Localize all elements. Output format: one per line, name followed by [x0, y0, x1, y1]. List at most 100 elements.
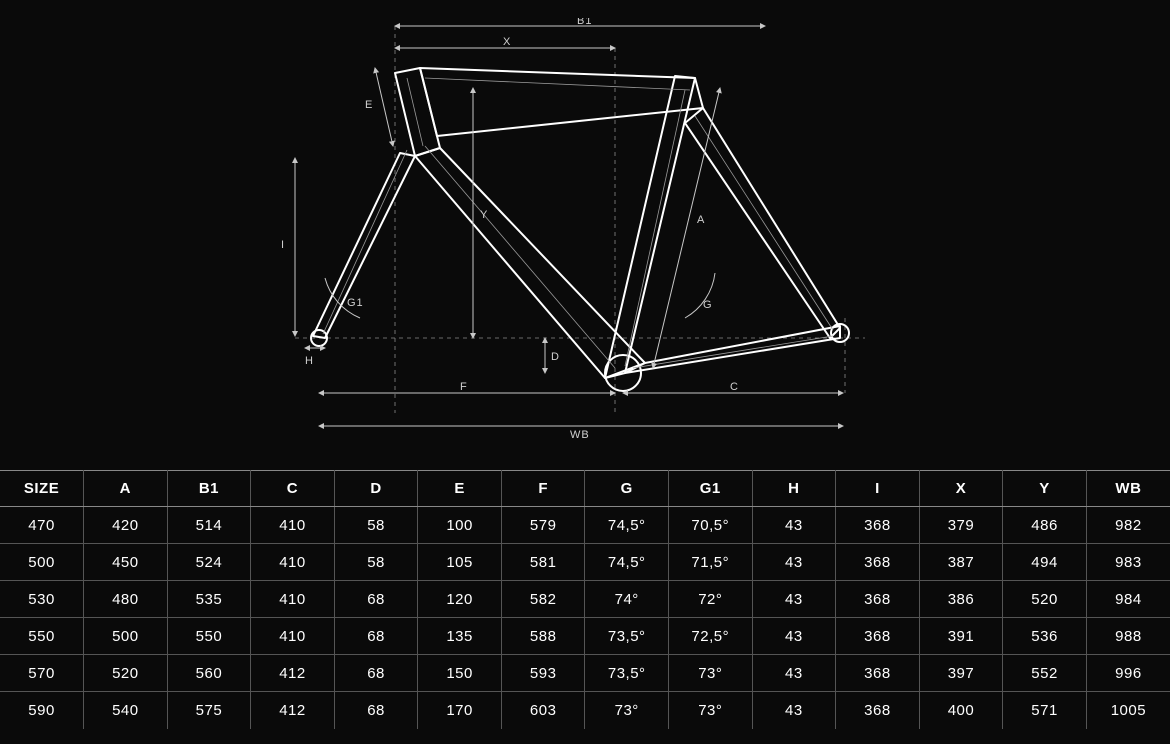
table-cell: 530 — [0, 581, 84, 618]
table-cell: 560 — [167, 655, 251, 692]
table-header-cell: B1 — [167, 471, 251, 507]
table-body: 4704205144105810057974,5°70,5°4336837948… — [0, 507, 1170, 729]
table-cell: 170 — [418, 692, 502, 729]
table-cell: 514 — [167, 507, 251, 544]
dim-label-d: D — [551, 351, 560, 363]
table-header-cell: Y — [1003, 471, 1087, 507]
table-cell: 988 — [1086, 618, 1170, 655]
table-cell: 135 — [418, 618, 502, 655]
table-cell: 68 — [334, 655, 418, 692]
table-cell: 571 — [1003, 692, 1087, 729]
table-cell: 982 — [1086, 507, 1170, 544]
table-cell: 984 — [1086, 581, 1170, 618]
table-cell: 105 — [418, 544, 502, 581]
table-cell: 540 — [84, 692, 168, 729]
dim-label-b1: B1 — [577, 18, 592, 27]
table-row: 5705205604126815059373,5°73°433683975529… — [0, 655, 1170, 692]
table-cell: 68 — [334, 618, 418, 655]
table-cell: 43 — [752, 692, 836, 729]
table-cell: 581 — [501, 544, 585, 581]
table-cell: 43 — [752, 655, 836, 692]
table-cell: 387 — [919, 544, 1003, 581]
table-cell: 494 — [1003, 544, 1087, 581]
table-row: 4704205144105810057974,5°70,5°4336837948… — [0, 507, 1170, 544]
table-cell: 412 — [251, 692, 335, 729]
table-cell: 450 — [84, 544, 168, 581]
table-cell: 74,5° — [585, 544, 669, 581]
table-cell: 603 — [501, 692, 585, 729]
dim-label-f: F — [460, 381, 468, 393]
table-cell: 391 — [919, 618, 1003, 655]
table-cell: 71,5° — [669, 544, 753, 581]
table-header-row: SIZEAB1CDEFGG1HIXYWB — [0, 471, 1170, 507]
dim-label-y: Y — [480, 209, 488, 221]
table-cell: 368 — [836, 618, 920, 655]
table-header-cell: H — [752, 471, 836, 507]
table-cell: 582 — [501, 581, 585, 618]
table-cell: 72,5° — [669, 618, 753, 655]
table-row: 5905405754126817060373°73°43368400571100… — [0, 692, 1170, 729]
table-header-cell: X — [919, 471, 1003, 507]
table-cell: 996 — [1086, 655, 1170, 692]
table-cell: 68 — [334, 692, 418, 729]
table-cell: 420 — [84, 507, 168, 544]
dim-label-e: E — [365, 99, 373, 111]
bike-frame-svg: B1 X E I G1 H F WB Y D A G C — [265, 18, 905, 458]
table-row: 5505005504106813558873,5°72,5°4336839153… — [0, 618, 1170, 655]
table-header-cell: E — [418, 471, 502, 507]
table-cell: 43 — [752, 618, 836, 655]
table-header-cell: WB — [1086, 471, 1170, 507]
table-header-cell: F — [501, 471, 585, 507]
table-cell: 43 — [752, 581, 836, 618]
table-cell: 570 — [0, 655, 84, 692]
table-cell: 368 — [836, 507, 920, 544]
table-cell: 520 — [1003, 581, 1087, 618]
dim-label-g: G — [703, 299, 713, 311]
table-cell: 73,5° — [585, 655, 669, 692]
dim-label-h: H — [305, 355, 314, 367]
geometry-table: SIZEAB1CDEFGG1HIXYWB 4704205144105810057… — [0, 470, 1170, 729]
table-cell: 386 — [919, 581, 1003, 618]
table-cell: 410 — [251, 618, 335, 655]
table-cell: 150 — [418, 655, 502, 692]
table-cell: 575 — [167, 692, 251, 729]
table-cell: 74,5° — [585, 507, 669, 544]
table-cell: 593 — [501, 655, 585, 692]
table-cell: 73° — [585, 692, 669, 729]
table-cell: 536 — [1003, 618, 1087, 655]
table-header-cell: SIZE — [0, 471, 84, 507]
table-cell: 588 — [501, 618, 585, 655]
table-header-cell: D — [334, 471, 418, 507]
table-cell: 579 — [501, 507, 585, 544]
table-cell: 552 — [1003, 655, 1087, 692]
table-row: 5004505244105810558174,5°71,5°4336838749… — [0, 544, 1170, 581]
table-cell: 74° — [585, 581, 669, 618]
table-cell: 120 — [418, 581, 502, 618]
table-cell: 43 — [752, 507, 836, 544]
dim-label-a: A — [697, 214, 705, 226]
table-cell: 410 — [251, 581, 335, 618]
table-cell: 520 — [84, 655, 168, 692]
table-cell: 58 — [334, 507, 418, 544]
geometry-diagram: B1 X E I G1 H F WB Y D A G C — [0, 0, 1170, 470]
table-cell: 73° — [669, 692, 753, 729]
table-header-cell: G1 — [669, 471, 753, 507]
table-cell: 400 — [919, 692, 1003, 729]
table-cell: 470 — [0, 507, 84, 544]
table-cell: 43 — [752, 544, 836, 581]
table-cell: 72° — [669, 581, 753, 618]
table-cell: 550 — [167, 618, 251, 655]
table-cell: 486 — [1003, 507, 1087, 544]
table-cell: 368 — [836, 581, 920, 618]
table-cell: 58 — [334, 544, 418, 581]
table-cell: 68 — [334, 581, 418, 618]
dim-label-wb: WB — [570, 429, 590, 441]
table-cell: 397 — [919, 655, 1003, 692]
table-header-cell: A — [84, 471, 168, 507]
table-cell: 480 — [84, 581, 168, 618]
table-header-cell: G — [585, 471, 669, 507]
table-cell: 368 — [836, 544, 920, 581]
table-header-cell: C — [251, 471, 335, 507]
table-row: 5304805354106812058274°72°43368386520984 — [0, 581, 1170, 618]
table-cell: 590 — [0, 692, 84, 729]
